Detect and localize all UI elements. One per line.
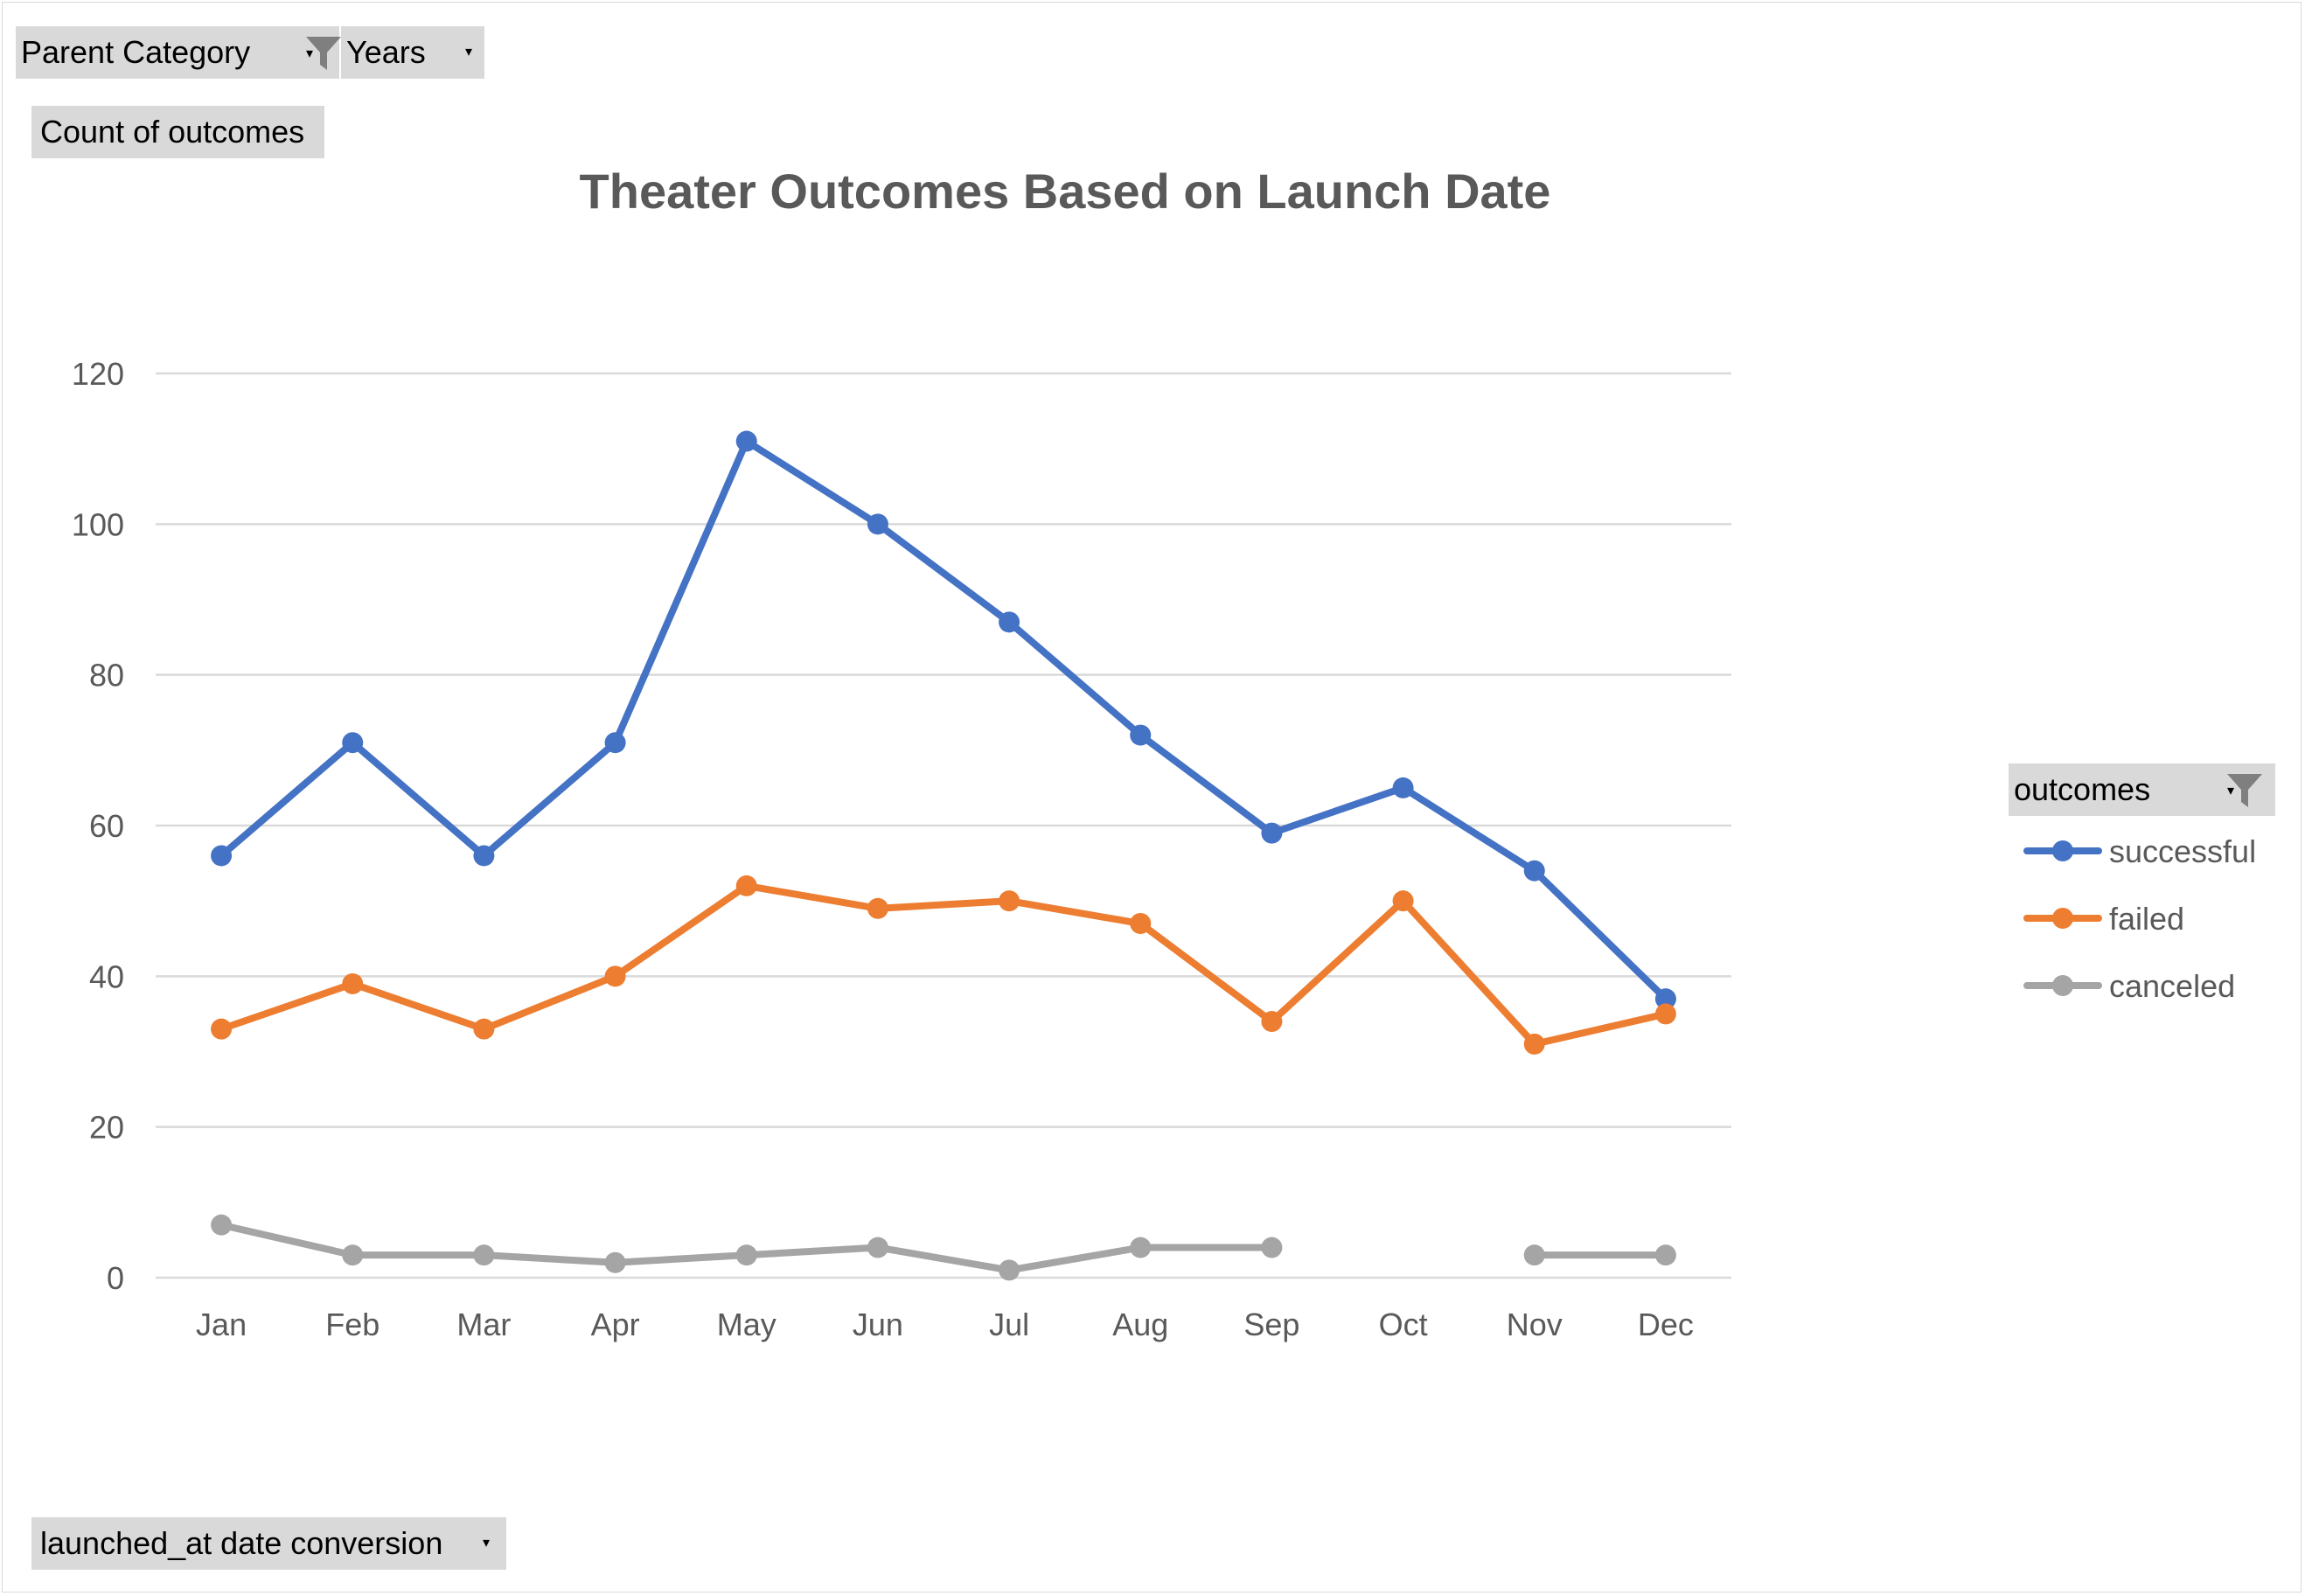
y-tick-label: 0 xyxy=(107,1260,124,1296)
y-tick-label: 20 xyxy=(89,1110,124,1146)
y-tick-label: 40 xyxy=(89,958,124,994)
chevron-down-icon: ▾ xyxy=(306,46,314,61)
chevron-down-icon: ▾ xyxy=(483,1536,491,1551)
legend-swatch-marker xyxy=(2052,908,2073,929)
data-point-canceled xyxy=(604,1251,626,1273)
x-tick-label: Jun xyxy=(853,1307,903,1342)
data-point-successful xyxy=(867,513,888,535)
series-successful xyxy=(211,430,1676,1010)
launched-at-axis-button[interactable]: launched_at date conversion ▾ xyxy=(31,1517,506,1570)
chevron-down-icon: ▾ xyxy=(465,45,473,59)
launched-at-label: launched_at date conversion xyxy=(40,1525,443,1561)
series-canceled xyxy=(211,1214,1676,1281)
x-tick-label: Aug xyxy=(1112,1307,1168,1342)
count-of-outcomes-label: Count of outcomes xyxy=(40,114,305,150)
y-tick-label: 60 xyxy=(89,808,124,844)
legend-label: canceled xyxy=(2109,968,2235,1004)
x-tick-label: May xyxy=(717,1307,776,1342)
data-point-successful xyxy=(473,845,495,867)
series-line-successful xyxy=(218,437,1669,1003)
data-point-failed xyxy=(342,972,364,994)
data-point-successful xyxy=(211,845,233,867)
data-point-failed xyxy=(211,1018,233,1040)
legend-item-canceled: canceled xyxy=(2023,968,2235,1004)
legend-swatch-marker xyxy=(2052,840,2073,861)
data-point-successful xyxy=(1523,860,1545,882)
x-tick-label: Dec xyxy=(1638,1307,1694,1342)
data-point-failed xyxy=(473,1018,495,1040)
filter-icon xyxy=(2225,772,2264,825)
outcomes-field-button[interactable]: outcomes ▾ xyxy=(2009,763,2275,816)
data-point-failed xyxy=(604,965,626,987)
series-line-failed xyxy=(218,882,1669,1048)
x-tick-label: Feb xyxy=(325,1307,380,1342)
data-point-canceled xyxy=(735,1244,757,1266)
legend-label: successful xyxy=(2109,833,2256,869)
data-point-successful xyxy=(1654,988,1676,1010)
legend-item-successful: successful xyxy=(2023,833,2256,869)
data-point-successful xyxy=(999,611,1020,633)
x-tick-label: Apr xyxy=(591,1307,640,1342)
data-point-failed xyxy=(867,897,888,919)
x-tick-label: Nov xyxy=(1507,1307,1563,1342)
data-point-successful xyxy=(1130,724,1152,746)
data-point-successful xyxy=(735,430,757,452)
x-tick-label: Mar xyxy=(456,1307,511,1342)
filter-icon xyxy=(304,35,343,87)
data-point-failed xyxy=(1130,913,1152,935)
data-point-successful xyxy=(1392,777,1414,798)
data-point-failed xyxy=(1261,1011,1283,1033)
data-point-canceled xyxy=(342,1244,364,1266)
data-point-successful xyxy=(342,732,364,754)
series-lines xyxy=(211,430,1676,1281)
outcomes-field-label: outcomes xyxy=(2014,771,2151,807)
y-tick-label: 120 xyxy=(72,356,124,392)
y-axis-ticks: 0 20 40 60 80 100 120 xyxy=(72,356,124,1296)
data-point-successful xyxy=(604,732,626,754)
x-tick-label: Sep xyxy=(1243,1307,1299,1342)
data-point-canceled xyxy=(211,1214,233,1236)
parent-category-label: Parent Category xyxy=(21,34,251,70)
count-of-outcomes-button[interactable]: Count of outcomes xyxy=(31,106,324,158)
data-point-canceled xyxy=(1130,1237,1152,1258)
gridlines xyxy=(156,372,1731,1279)
data-point-canceled xyxy=(1523,1244,1545,1266)
data-point-failed xyxy=(1523,1033,1545,1055)
data-point-failed xyxy=(735,875,757,896)
data-point-canceled xyxy=(1654,1244,1676,1266)
legend-item-failed: failed xyxy=(2023,901,2184,937)
data-point-canceled xyxy=(473,1244,495,1266)
parent-category-filter-button[interactable]: Parent Category ▾ xyxy=(16,26,341,79)
series-failed xyxy=(211,875,1676,1055)
data-point-canceled xyxy=(867,1237,888,1258)
chart-title: Theater Outcomes Based on Launch Date xyxy=(580,164,1551,219)
data-point-canceled xyxy=(1261,1237,1283,1258)
data-point-successful xyxy=(1261,822,1283,844)
data-point-canceled xyxy=(999,1259,1020,1281)
x-axis-ticks: Jan Feb Mar Apr May Jun Jul Aug Sep Oct Nov Dec xyxy=(196,1307,1694,1342)
x-tick-label: Oct xyxy=(1379,1307,1428,1342)
years-label: Years xyxy=(346,34,426,70)
y-tick-label: 80 xyxy=(89,658,124,693)
x-tick-label: Jul xyxy=(989,1307,1029,1342)
data-point-failed xyxy=(1654,1003,1676,1025)
y-tick-label: 100 xyxy=(72,506,124,542)
legend-swatch-marker xyxy=(2052,975,2073,996)
data-point-failed xyxy=(999,890,1020,912)
legend-label: failed xyxy=(2109,901,2184,937)
data-point-failed xyxy=(1392,890,1414,912)
x-tick-label: Jan xyxy=(196,1307,247,1342)
chevron-down-icon: ▾ xyxy=(2227,784,2235,798)
years-filter-button[interactable]: Years ▾ xyxy=(341,26,484,79)
legend: successful failed canceled xyxy=(2023,833,2256,1004)
